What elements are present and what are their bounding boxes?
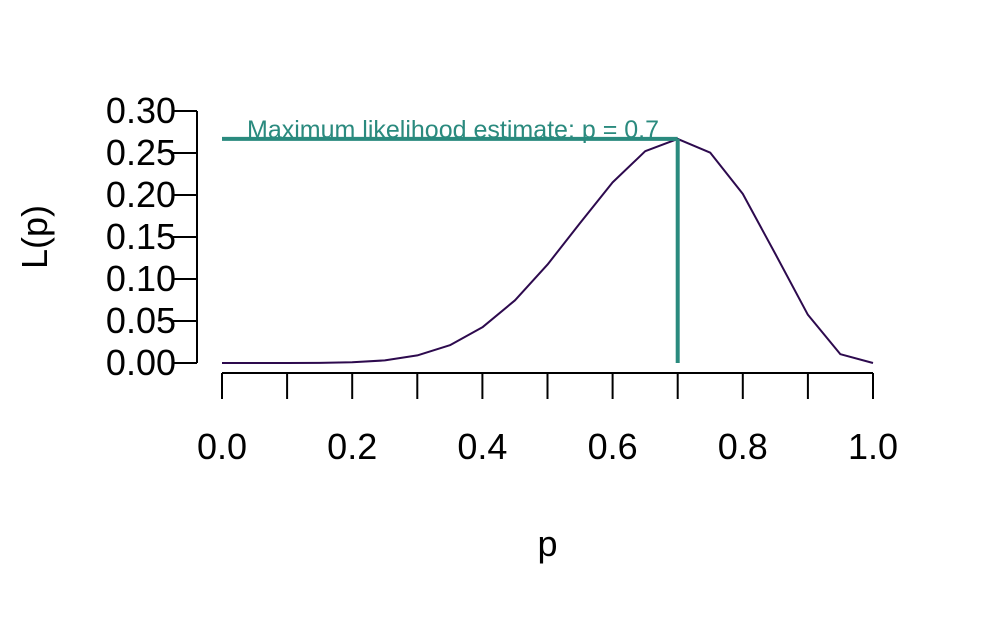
x-tick-label: 0.4 <box>457 426 507 467</box>
likelihood-curve <box>222 137 874 364</box>
y-tick-label: 0.00 <box>106 342 176 383</box>
x-tick-label: 0.6 <box>588 426 638 467</box>
y-tick-label: 0.05 <box>106 300 176 341</box>
y-tick-label: 0.20 <box>106 174 176 215</box>
mle-annotation: Maximum likelihood estimate: p = 0.7 <box>247 116 659 144</box>
plot-marks <box>222 136 874 364</box>
axes: 0.0 0.2 0.4 0.6 0.8 1.00.000.050.100.150.200.… <box>106 90 898 467</box>
y-tick-label: 0.30 <box>106 90 176 131</box>
x-tick-label: 0.8 <box>718 426 768 467</box>
x-tick-label: 0.0 <box>197 426 247 467</box>
x-tick-label: 1.0 <box>848 426 898 467</box>
x-tick-label: 0.2 <box>327 426 377 467</box>
y-tick-label: 0.25 <box>106 132 176 173</box>
y-tick-label: 0.10 <box>106 258 176 299</box>
y-axis-title: L(p) <box>14 205 55 269</box>
x-axis-title: p <box>537 523 557 564</box>
y-tick-label: 0.15 <box>106 216 176 257</box>
